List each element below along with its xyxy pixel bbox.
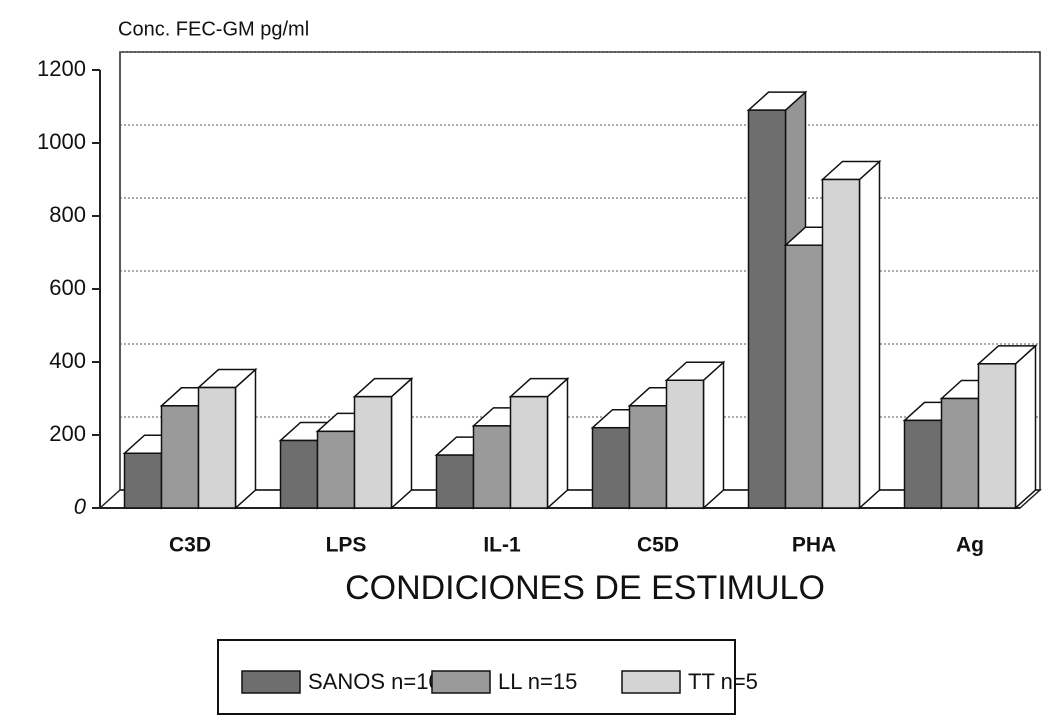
y-tick-label: 400 — [49, 348, 86, 373]
bar — [316, 430, 356, 509]
bar-side — [390, 376, 413, 510]
x-tick-label: PHA — [792, 534, 836, 557]
x-tick-label: C3D — [169, 534, 211, 557]
y-tick-label: 800 — [49, 202, 86, 227]
x-tick-label: LPS — [326, 534, 367, 557]
y-tick-label: 1200 — [37, 56, 86, 81]
bar — [197, 386, 237, 509]
x-tick-label: Ag — [956, 534, 984, 557]
bar — [160, 405, 200, 509]
bar — [665, 379, 705, 509]
bar — [628, 405, 668, 509]
legend-swatch — [241, 670, 301, 694]
bar — [279, 439, 319, 509]
bar — [591, 426, 631, 509]
legend-box — [217, 639, 736, 715]
x-axis-title: CONDICIONES DE ESTIMULO — [345, 569, 825, 607]
bar — [747, 109, 787, 509]
bar — [509, 395, 549, 509]
bar — [784, 244, 824, 509]
y-tick-label: 200 — [49, 421, 86, 446]
bar-side — [234, 367, 257, 510]
x-tick-label: IL-1 — [483, 534, 521, 557]
legend-label: TT n=5 — [688, 669, 758, 694]
bar — [903, 419, 943, 509]
legend-swatch — [431, 670, 491, 694]
y-tick-label: 1000 — [37, 129, 86, 154]
bar-side — [546, 376, 569, 510]
legend-swatch — [621, 670, 681, 694]
y-tick-label: 600 — [49, 275, 86, 300]
legend-label: LL n=15 — [498, 669, 577, 694]
bar-side — [1014, 344, 1037, 510]
bar — [123, 452, 163, 509]
bar — [821, 178, 861, 509]
chart-title: Conc. FEC-GM pg/ml — [118, 18, 309, 40]
bar-side — [702, 360, 725, 510]
bar — [435, 454, 475, 509]
legend-label: SANOS n=10 — [308, 669, 441, 694]
bar — [353, 395, 393, 509]
bar — [472, 425, 512, 509]
x-tick-label: C5D — [637, 534, 679, 557]
bar-side — [858, 159, 881, 510]
bar — [940, 397, 980, 509]
y-tick-label: 0 — [74, 494, 87, 519]
bar — [977, 363, 1017, 509]
